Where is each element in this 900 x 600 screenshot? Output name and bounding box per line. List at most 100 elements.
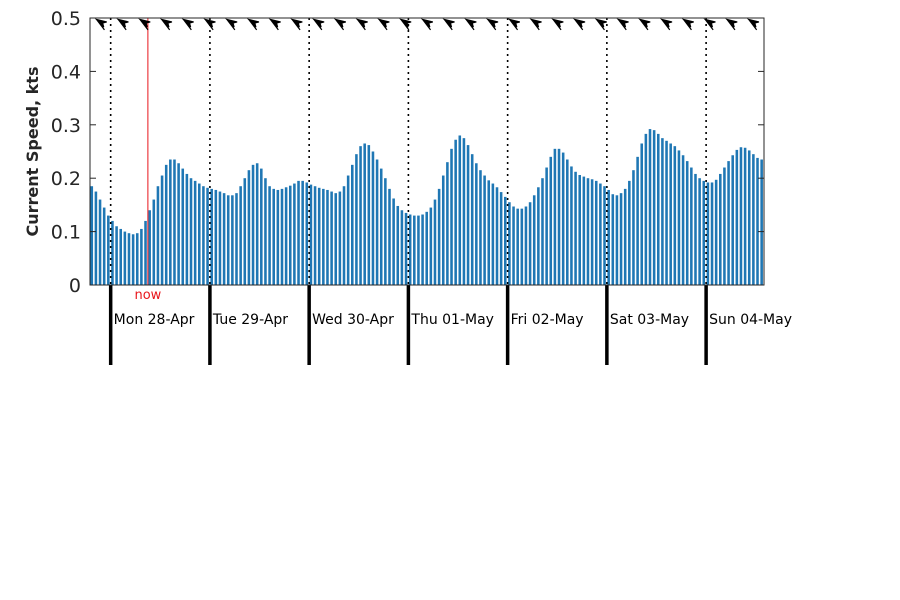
bar [739, 147, 743, 285]
bar [690, 167, 693, 285]
bar [632, 170, 635, 285]
bar [363, 143, 366, 285]
bar [330, 191, 333, 285]
bar [619, 193, 623, 285]
bar [355, 154, 358, 285]
bar [107, 215, 110, 285]
bar [685, 161, 689, 285]
bar [425, 211, 428, 285]
bar [677, 150, 681, 285]
bar [313, 186, 317, 285]
bar [346, 175, 350, 285]
bar [280, 188, 284, 285]
bar [144, 220, 147, 285]
bar [338, 191, 342, 285]
day-label: Sat 03-May [610, 312, 689, 328]
bar [532, 195, 536, 285]
bar [524, 206, 528, 285]
bar [198, 183, 201, 285]
bar [272, 188, 275, 285]
bar [731, 155, 734, 285]
bar [557, 148, 561, 285]
direction-arrow [116, 18, 129, 31]
direction-arrow [573, 18, 586, 31]
bar [156, 186, 160, 285]
direction-arrows [94, 18, 760, 31]
bar [193, 180, 197, 285]
direction-arrow [355, 18, 368, 31]
bar [752, 154, 755, 285]
bar [578, 175, 581, 285]
bar [549, 156, 553, 285]
bar [400, 210, 404, 285]
bar [628, 180, 631, 285]
bar [553, 148, 557, 285]
bar [582, 176, 586, 285]
bar [421, 214, 424, 285]
bar [309, 184, 313, 285]
bar [694, 173, 697, 285]
bar [247, 170, 251, 285]
bar [499, 192, 503, 285]
bar [586, 178, 590, 285]
bar [714, 179, 718, 285]
bar [747, 150, 751, 285]
bar [301, 180, 304, 285]
direction-arrow [138, 18, 151, 31]
bar [98, 199, 102, 285]
direction-arrow [94, 18, 107, 31]
bar [495, 187, 499, 285]
bar [727, 161, 730, 285]
bar [392, 198, 395, 285]
bar [607, 189, 610, 285]
bar [322, 188, 325, 285]
direction-arrow [203, 18, 216, 31]
bar [644, 133, 648, 285]
plot-frame [89, 17, 765, 286]
direction-arrow [420, 18, 433, 31]
bar [251, 164, 255, 285]
bar [169, 159, 172, 285]
bar [652, 130, 656, 285]
bar [491, 183, 495, 285]
bar [636, 156, 639, 285]
bar [413, 215, 416, 285]
now-marker: now [134, 18, 162, 303]
bar [111, 220, 114, 285]
bar [379, 168, 383, 285]
bar [487, 180, 491, 285]
direction-arrow [616, 18, 629, 31]
bar [351, 164, 354, 285]
direction-arrow [377, 18, 390, 31]
bar [504, 196, 507, 285]
bar [317, 187, 321, 285]
bar [735, 149, 739, 285]
bar [512, 206, 515, 285]
bar [441, 175, 445, 285]
bar [210, 188, 213, 285]
bar [545, 167, 548, 285]
bar [681, 155, 685, 285]
direction-arrow [181, 18, 194, 31]
y-tick-label: 0.2 [51, 168, 81, 190]
direction-arrow [660, 18, 673, 31]
bar [371, 151, 375, 285]
bar [611, 194, 615, 285]
bar [148, 210, 151, 285]
y-axis-label: Current Speed, kts [23, 67, 42, 237]
bar [288, 185, 292, 285]
direction-arrow [703, 18, 716, 31]
bar [214, 189, 218, 285]
day-label: Tue 29-Apr [212, 312, 288, 328]
bar [367, 145, 371, 285]
day-dividers-layer [108, 18, 708, 365]
bar [135, 233, 139, 285]
x-axis-days: Mon 28-Apr Tue 29-Apr Wed 30-Apr Thu 01-May… [114, 312, 792, 328]
bar [293, 183, 296, 285]
bar [603, 186, 606, 285]
bar [189, 178, 193, 285]
y-axis: 0 0.1 0.2 0.3 0.4 0.5 [51, 8, 764, 297]
bar [648, 129, 652, 285]
bar [537, 187, 540, 285]
bar [508, 202, 511, 285]
